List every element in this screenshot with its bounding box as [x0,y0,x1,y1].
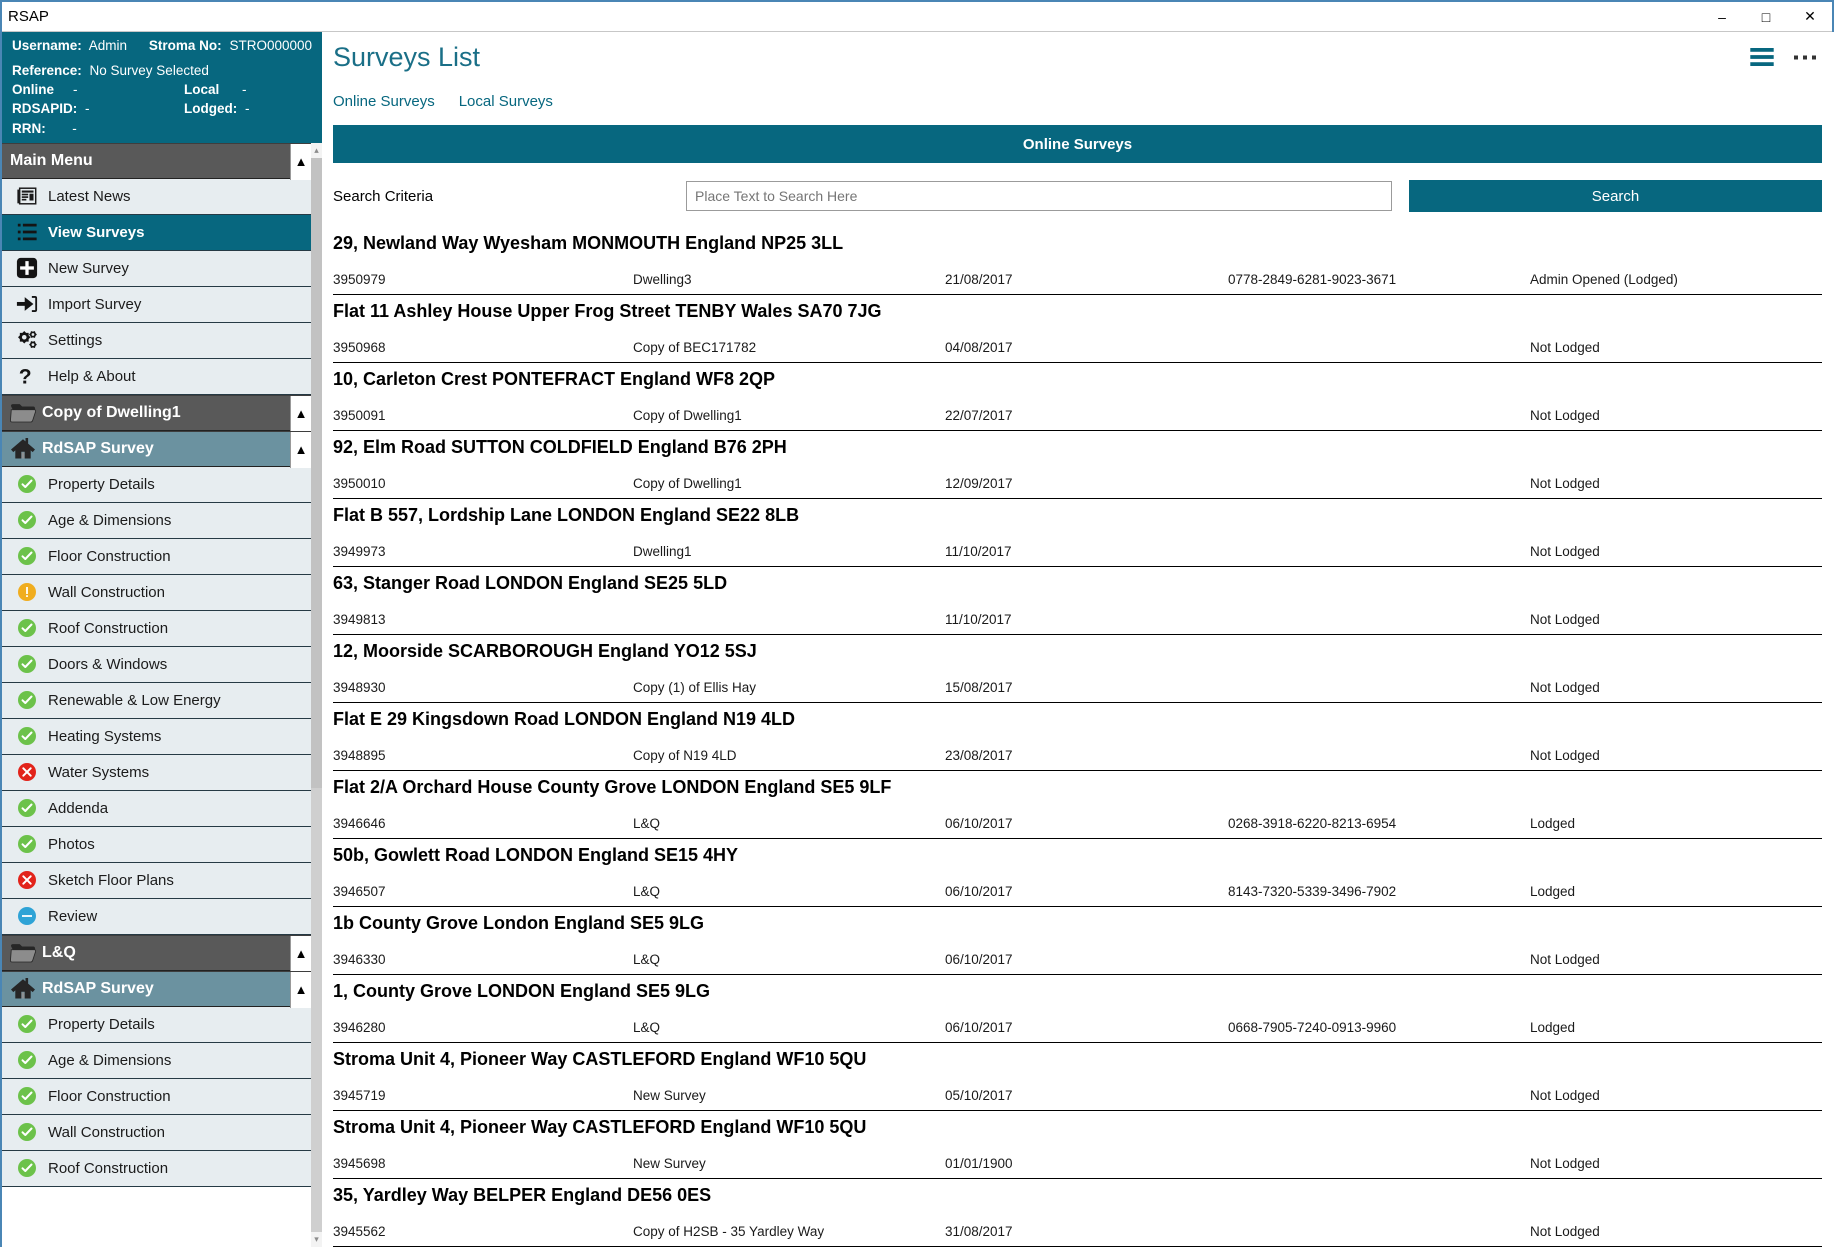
svg-text:?: ? [19,366,32,388]
